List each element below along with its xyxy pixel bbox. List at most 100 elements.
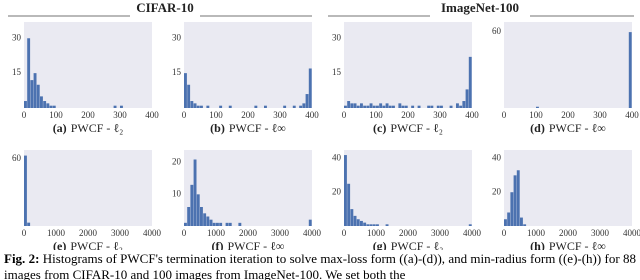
subcaption-title: PWCF - ℓ∞: [549, 121, 606, 135]
subcaption: (g) PWCF - ℓ₂: [373, 239, 444, 250]
bar: [411, 105, 415, 108]
x-tick-label: 100: [369, 110, 383, 120]
bar: [360, 220, 363, 226]
bar: [238, 222, 242, 226]
y-tick-label: 30: [172, 32, 182, 42]
x-tick-label: 200: [241, 110, 255, 120]
subcaption-label: (c): [373, 121, 386, 135]
plot-background: [344, 22, 472, 108]
x-tick-label: 2000: [399, 228, 418, 238]
bar: [369, 103, 373, 108]
bar: [292, 105, 296, 108]
caption-text: Histograms of PWCF's termination iterati…: [4, 251, 636, 280]
subcaption-label: (g): [373, 239, 387, 250]
bar: [196, 105, 200, 108]
bar: [27, 222, 31, 226]
bar: [216, 222, 219, 226]
x-tick-label: 200: [561, 110, 575, 120]
x-tick-label: 0: [182, 110, 187, 120]
plot-background: [24, 22, 152, 108]
bar: [344, 155, 347, 226]
x-tick-label: 200: [81, 110, 95, 120]
bar: [209, 219, 213, 226]
bar: [120, 105, 123, 108]
bar: [353, 215, 357, 226]
x-tick-label: 0: [182, 228, 187, 238]
bar: [376, 105, 379, 108]
figure-caption: Fig. 2: Histograms of PWCF's termination…: [4, 251, 636, 280]
bar: [212, 222, 216, 226]
x-tick-label: 0: [342, 110, 347, 120]
bar: [369, 224, 373, 226]
x-tick-label: 0: [22, 110, 27, 120]
bar: [385, 103, 389, 108]
y-tick-label: 40: [492, 153, 502, 163]
x-tick-label: 4000: [143, 228, 162, 238]
group-header: ImageNet-100: [441, 0, 519, 15]
bar: [360, 103, 363, 108]
bar: [350, 103, 354, 108]
bar: [113, 105, 117, 108]
subcaption: (d) PWCF - ℓ∞: [530, 121, 606, 135]
bar: [465, 89, 469, 108]
x-tick-label: 0: [22, 228, 27, 238]
subcaption-label: (d): [530, 121, 545, 135]
x-tick-label: 2000: [559, 228, 578, 238]
bar: [536, 106, 539, 108]
x-tick-label: 200: [401, 110, 415, 120]
bar: [30, 80, 34, 108]
subcaption-label: (h): [530, 239, 545, 250]
bar: [363, 105, 367, 108]
y-tick-label: 60: [492, 26, 502, 36]
bar: [401, 105, 405, 108]
bar: [366, 224, 370, 226]
bar: [46, 103, 50, 108]
x-tick-label: 100: [209, 110, 223, 120]
bar: [196, 194, 200, 226]
subcaption-title: PWCF - ℓ∞: [228, 239, 285, 250]
plot-background: [504, 150, 632, 226]
subcaption: (f) PWCF - ℓ∞: [212, 239, 285, 250]
bar: [520, 217, 523, 226]
bar: [225, 222, 229, 226]
caption-label: Fig. 2:: [4, 251, 40, 266]
x-tick-label: 2000: [79, 228, 98, 238]
x-tick-label: 4000: [463, 228, 482, 238]
bar: [350, 209, 354, 226]
plot-background: [504, 22, 632, 108]
x-tick-label: 4000: [303, 228, 322, 238]
bar: [344, 105, 347, 108]
bar: [305, 94, 309, 108]
plot-background: [24, 150, 152, 226]
y-tick-label: 30: [12, 32, 22, 42]
x-tick-label: 0: [502, 228, 507, 238]
header-bg: [430, 1, 530, 17]
bar: [366, 105, 370, 108]
bar: [353, 103, 357, 108]
x-tick-label: 300: [593, 110, 607, 120]
bar: [468, 224, 472, 226]
x-tick-label: 0: [502, 110, 507, 120]
subcaption: (c) PWCF - ℓ₂: [373, 121, 443, 135]
subcaption-title: PWCF - ℓ₂: [391, 239, 444, 250]
bar: [385, 224, 389, 226]
bar: [283, 105, 287, 108]
bar: [379, 103, 383, 108]
bar: [392, 105, 395, 108]
x-tick-label: 300: [433, 110, 447, 120]
bar: [308, 68, 312, 108]
bar: [36, 84, 40, 108]
bar: [193, 159, 197, 226]
bar: [184, 222, 187, 226]
bar: [219, 105, 223, 108]
bar: [43, 101, 47, 108]
bar: [436, 105, 440, 108]
bar: [193, 103, 197, 108]
bar: [187, 207, 191, 226]
bar: [398, 103, 402, 108]
subcaption-title: PWCF - ℓ∞: [229, 121, 286, 135]
plot-background: [184, 22, 312, 108]
bar: [516, 170, 520, 226]
bar: [228, 105, 232, 108]
